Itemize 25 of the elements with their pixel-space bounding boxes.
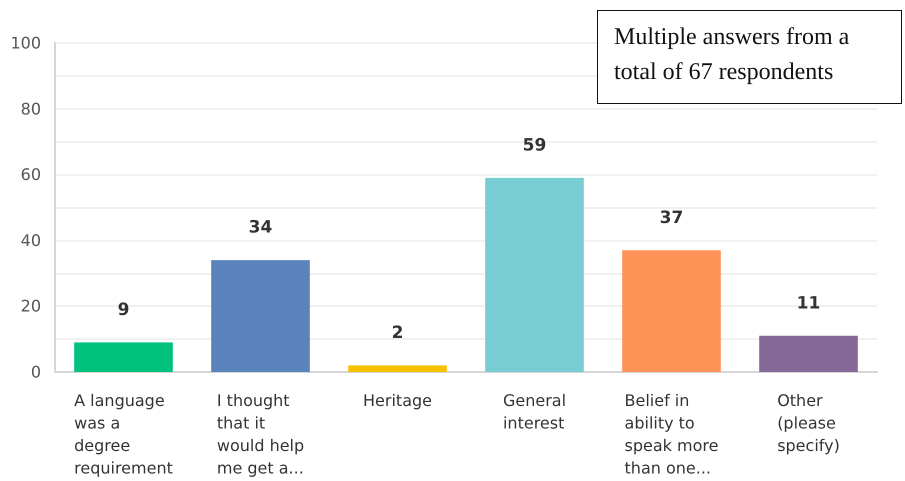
y-tick-label: 40 <box>20 230 41 250</box>
x-tick-label: A language was a degree requirement <box>74 390 173 478</box>
data-label: 37 <box>660 208 684 228</box>
data-label: 34 <box>248 218 272 238</box>
data-label: 9 <box>118 300 130 320</box>
y-tick-label: 100 <box>10 34 41 52</box>
data-label: 59 <box>522 135 546 156</box>
x-tick-label: General interest <box>502 390 566 432</box>
y-tick-label: 80 <box>20 99 41 118</box>
x-tick-label: I thought that it would help me get a... <box>216 390 304 478</box>
bar <box>211 260 310 372</box>
bar <box>485 178 584 372</box>
bar <box>759 336 858 372</box>
bar <box>74 342 173 372</box>
annotation: Multiple answers from a total of 67 respondents <box>597 10 902 104</box>
data-label: 2 <box>392 322 404 343</box>
x-tick-label: Heritage <box>363 390 432 410</box>
y-tick-label: 20 <box>20 296 41 316</box>
data-label: 11 <box>796 293 820 314</box>
x-tick-label: Other (please specify) <box>777 390 840 455</box>
x-tick-label: Belief in ability to speak more than one... <box>624 390 718 478</box>
bar <box>348 365 447 372</box>
y-tick-label: 0 <box>30 362 41 382</box>
bar <box>622 250 721 372</box>
y-tick-label: 60 <box>20 165 41 184</box>
